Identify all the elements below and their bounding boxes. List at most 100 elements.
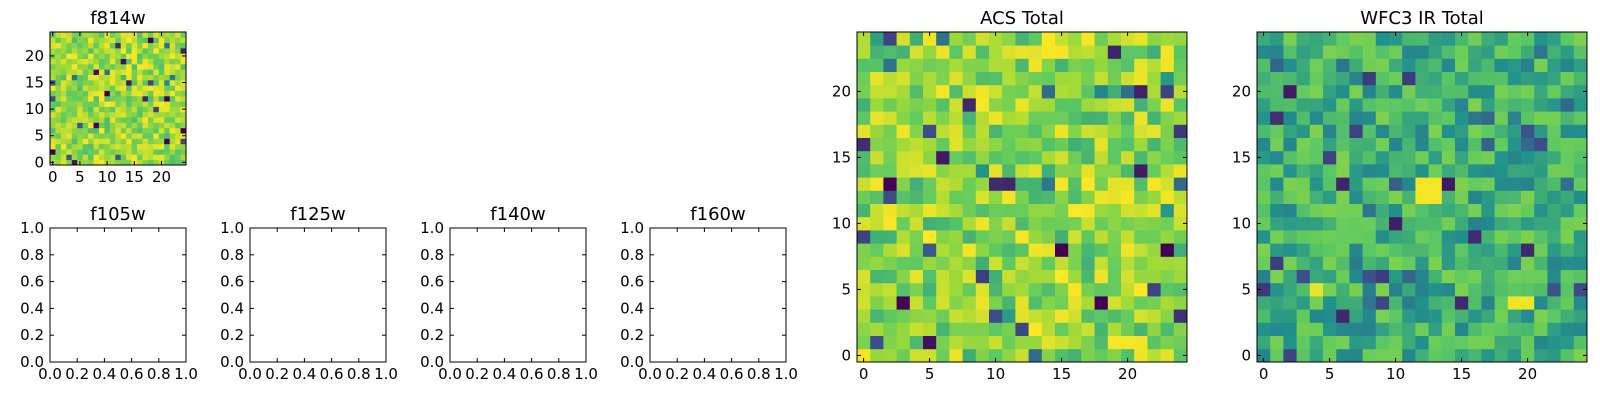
heatmap-cell [88,106,94,113]
heatmap-cell [169,117,176,123]
heatmap-cell [1147,84,1161,99]
heatmap-cell [962,203,977,218]
heatmap-cell [1415,243,1429,257]
heatmap-cell [153,79,160,86]
heatmap-cell [1055,32,1069,46]
heatmap-cell [1428,137,1443,152]
heatmap-cell [1547,282,1561,297]
heatmap-cell [1134,164,1148,178]
heatmap-cell [1573,282,1588,297]
y-tick-label: 0.0 [620,353,644,371]
heatmap-cell [169,127,176,134]
heatmap-cell [109,138,116,145]
heatmap-cell [1015,124,1029,138]
heatmap-cell [989,335,1003,350]
heatmap-cell [1362,335,1377,350]
heatmap-cell [142,127,149,134]
heatmap-cell [1094,296,1109,310]
heatmap-cell [175,127,181,134]
heatmap-cell [857,348,871,363]
heatmap-cell [120,42,127,49]
heatmap-cell [115,32,122,38]
heatmap-cell [120,53,127,59]
heatmap-cell [989,256,1003,270]
heatmap-cell [857,150,871,165]
x-tick-label: 10 [1386,365,1405,383]
heatmap-cell [50,101,56,107]
heatmap-cell [1362,256,1377,270]
heatmap-cell [1028,177,1043,191]
heatmap-cell [82,159,89,166]
heatmap-cell [1094,216,1109,231]
heatmap-cell [923,243,937,257]
heatmap-cell [1428,177,1443,191]
heatmap-cell [1323,45,1337,59]
heatmap-cell [142,90,149,97]
heatmap-cell [857,322,871,336]
heatmap-cell [137,79,143,86]
heatmap-cell [1257,58,1271,72]
heatmap-cell [1323,256,1337,270]
heatmap-cell [77,74,84,81]
heatmap-cell [55,101,62,107]
axes-f125w: f125w 0.0 0.2 0.4 0.6 0.8 1.00.00.20.40.60.81… [220,204,398,383]
heatmap-cell [71,154,78,161]
heatmap-cell [60,32,67,38]
heatmap-cell [896,256,911,270]
heatmap-cell [936,230,950,244]
heatmap-cell [82,122,89,129]
heatmap-cell [1094,124,1109,138]
heatmap-cell [153,154,160,161]
heatmap-cell [1147,137,1161,152]
heatmap-cell [975,348,990,363]
heatmap-cell [883,348,897,363]
heatmap-cell [104,69,111,75]
heatmap-cell [1455,45,1469,59]
heatmap-cell [115,74,122,81]
heatmap-cell [1494,84,1509,99]
heatmap-cell [1389,256,1403,270]
heatmap-cell [1349,203,1363,218]
heatmap-cell [949,58,963,72]
heatmap-cell [857,256,871,270]
heatmap-cell [98,106,105,113]
heatmap-cell [1107,216,1122,231]
title-f125w: f125w [290,204,345,225]
y-tick-label: 0.8 [20,246,44,264]
heatmap-cell [109,47,116,54]
heatmap-cell [1534,309,1548,323]
heatmap-cell [1081,256,1095,270]
heatmap-cell [1015,322,1029,336]
heatmap-cell [153,159,160,166]
heatmap-cell [1389,269,1403,284]
heatmap-cell [1521,335,1535,350]
heatmap-cell [147,69,154,75]
heatmap-cell [1015,164,1029,178]
heatmap-cell [1257,137,1271,152]
heatmap-cell [88,138,94,145]
heatmap-cell [989,230,1003,244]
heatmap-cell [1015,203,1029,218]
heatmap-cell [1349,58,1363,72]
heatmap-cell [1362,190,1377,204]
heatmap-cell [975,256,990,270]
heatmap-cell [158,133,165,139]
heatmap-cell [857,309,871,323]
heatmap-cell [98,133,105,139]
heatmap-cell [1428,58,1443,72]
heatmap-cell [126,127,132,134]
heatmap-cell [1296,348,1311,363]
heatmap-cell [1296,216,1311,231]
heatmap-cell [1028,71,1043,86]
heatmap-cell [1375,230,1390,244]
heatmap-cell [1415,84,1429,99]
heatmap-cell [169,42,176,49]
heatmap-cell [142,143,149,150]
heatmap-cell [158,42,165,49]
heatmap-cell [1468,164,1482,178]
heatmap-cell [98,85,105,91]
heatmap-cell [104,138,111,145]
heatmap-cell [883,177,897,191]
heatmap-cell [1534,137,1548,152]
heatmap-cell [1160,45,1175,59]
